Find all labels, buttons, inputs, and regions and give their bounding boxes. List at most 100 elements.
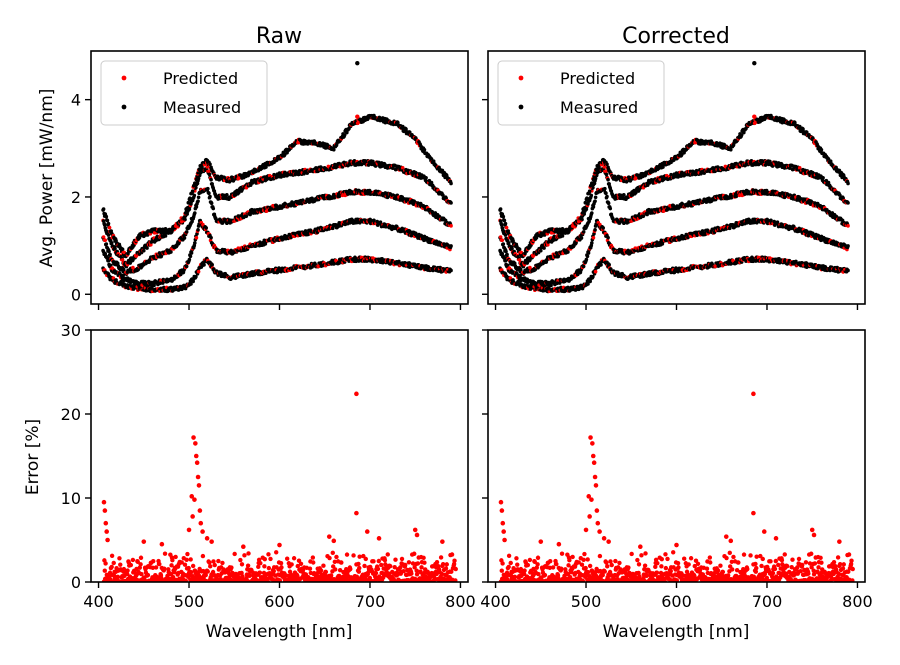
data-point: [126, 251, 130, 256]
data-point: [605, 194, 609, 199]
data-point: [444, 196, 448, 200]
data-point: [593, 195, 598, 200]
data-point: [108, 252, 112, 257]
data-point: [192, 193, 197, 198]
data-point: [152, 283, 156, 288]
data-point: [591, 235, 596, 240]
y-tick-label: 4: [71, 91, 81, 110]
data-point: [149, 242, 153, 247]
data-point: [264, 165, 268, 169]
data-point: [102, 223, 107, 227]
data-point: [196, 228, 200, 232]
data-point: [210, 263, 214, 267]
data-point: [588, 279, 592, 284]
data-point: [586, 282, 590, 286]
data-point: [431, 159, 436, 163]
data-point: [449, 268, 453, 273]
data-point: [104, 242, 109, 246]
data-point: [194, 235, 199, 240]
data-point: [345, 130, 349, 135]
data-point: [163, 234, 168, 238]
data-point: [586, 251, 591, 255]
data-point: [189, 251, 194, 255]
data-point: [310, 196, 314, 201]
data-point: [106, 258, 111, 263]
data-point: [209, 201, 214, 206]
data-point: [194, 177, 199, 182]
data-point: [208, 194, 212, 199]
data-point: [505, 263, 510, 268]
data-point: [202, 263, 206, 267]
data-point: [248, 212, 252, 217]
data-point: [566, 250, 570, 254]
data-point: [121, 274, 125, 278]
data-point: [122, 250, 127, 255]
panel-title-corrected: Corrected: [622, 24, 730, 49]
data-point: [330, 226, 335, 231]
data-point: [229, 248, 233, 253]
data-point: [136, 267, 141, 272]
data-point: [184, 230, 189, 234]
data-point: [207, 172, 212, 177]
data-point: [193, 181, 198, 185]
data-point: [191, 279, 195, 284]
data-point: [204, 226, 209, 230]
data-point: [194, 274, 198, 279]
data-point: [449, 244, 453, 248]
data-point: [404, 127, 408, 131]
data-point: [422, 147, 427, 152]
data-point: [225, 193, 229, 197]
data-point: [590, 211, 594, 215]
data-point: [449, 201, 453, 205]
data-point: [429, 180, 434, 185]
data-point: [441, 193, 445, 197]
data-point: [106, 233, 111, 237]
data-point: [145, 246, 149, 250]
y-tick-label: 2: [71, 188, 81, 207]
data-point: [590, 241, 594, 245]
data-point: [608, 206, 613, 211]
data-point: [187, 257, 192, 262]
data-point: [599, 263, 603, 267]
data-point: [108, 263, 113, 268]
data-point: [188, 254, 193, 259]
data-point: [145, 233, 150, 237]
data-point: [197, 168, 202, 173]
data-point: [211, 206, 216, 211]
data-point: [196, 195, 201, 200]
data-point: [397, 259, 401, 264]
data-point: [107, 225, 112, 230]
data-point: [120, 247, 125, 252]
data-point: [518, 274, 522, 278]
data-point: [601, 226, 606, 230]
data-point: [104, 214, 109, 219]
data-point: [593, 269, 598, 274]
data-point: [581, 264, 586, 269]
corrected-power-markers: [498, 60, 850, 294]
data-point: [193, 241, 197, 245]
data-point: [182, 236, 187, 240]
data-point: [593, 228, 597, 232]
data-point: [200, 165, 204, 170]
data-point: [244, 214, 249, 218]
data-point: [106, 221, 111, 226]
data-point: [209, 177, 213, 182]
data-point: [604, 191, 608, 196]
data-point: [193, 211, 197, 215]
data-point: [579, 236, 584, 240]
y-tick-label: 0: [71, 285, 81, 304]
data-point: [449, 224, 453, 228]
data-point: [449, 181, 453, 186]
data-point: [190, 189, 195, 194]
data-point: [206, 186, 210, 191]
top-ylabel: Avg. Power [mW/nm]: [37, 89, 57, 268]
data-point: [196, 269, 201, 274]
data-point: [501, 242, 506, 246]
data-point: [111, 276, 116, 280]
data-point: [185, 206, 190, 210]
outlier-point: [355, 60, 360, 66]
data-point: [505, 252, 509, 257]
xlabel-right: Wavelength [nm]: [603, 622, 750, 642]
